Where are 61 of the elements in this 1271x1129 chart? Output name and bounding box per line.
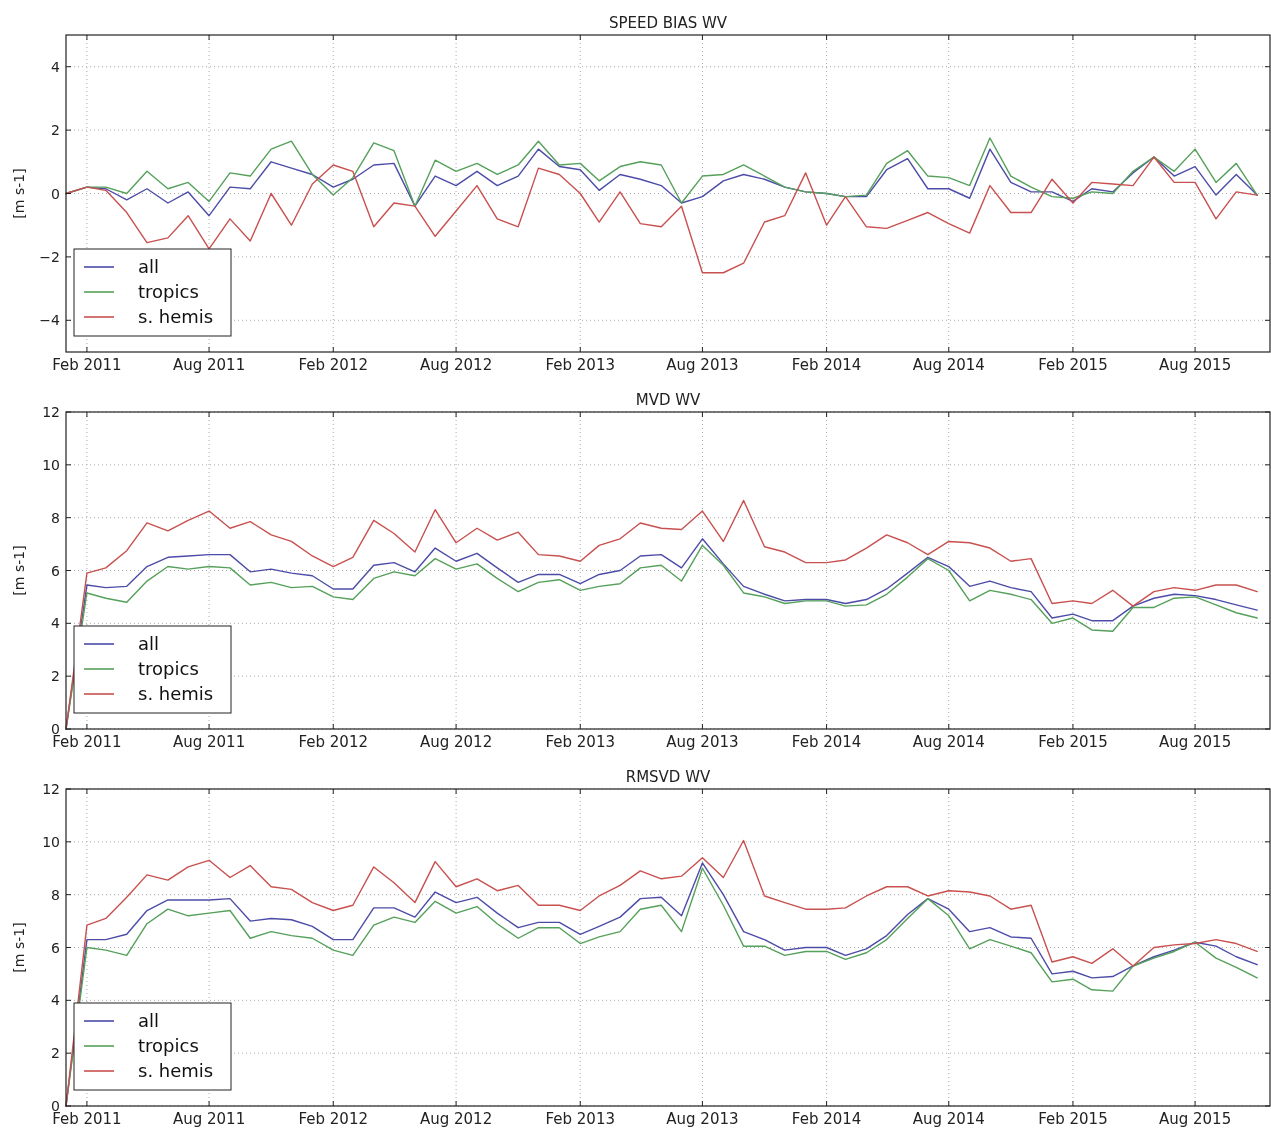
legend-label: tropics xyxy=(138,1035,199,1056)
x-tick-label: Aug 2013 xyxy=(666,733,739,751)
y-axis-title: [m s-1] xyxy=(11,168,27,219)
y-tick-label: 10 xyxy=(42,833,60,850)
x-tick-label: Aug 2015 xyxy=(1158,1110,1232,1128)
chart-title: RMSVD WV xyxy=(625,768,712,786)
y-tick-label: −2 xyxy=(39,248,60,265)
x-tick-label: Aug 2015 xyxy=(1158,356,1232,374)
legend-label: all xyxy=(138,1010,160,1031)
legend-label: s. hemis xyxy=(138,306,214,327)
y-tick-label: 12 xyxy=(42,781,60,797)
y-tick-label: 6 xyxy=(51,562,61,579)
y-axis-title: [m s-1] xyxy=(11,922,27,973)
x-tick-label: Feb 2015 xyxy=(1038,733,1108,751)
x-tick-label: Aug 2014 xyxy=(912,733,985,751)
legend-label: tropics xyxy=(138,281,199,302)
x-tick-label: Aug 2013 xyxy=(666,356,739,374)
x-tick-label: Feb 2014 xyxy=(791,733,862,751)
x-tick-label: Feb 2013 xyxy=(545,356,616,374)
x-tick-label: Aug 2011 xyxy=(172,733,246,751)
x-tick-label: Aug 2012 xyxy=(419,1110,493,1128)
x-tick-label: Aug 2012 xyxy=(419,356,493,374)
line-series xyxy=(65,156,1258,274)
x-tick-label: Aug 2011 xyxy=(172,1110,246,1128)
x-tick-label: Feb 2012 xyxy=(298,1110,369,1128)
y-tick-label: 8 xyxy=(51,509,60,526)
legend-label: all xyxy=(138,256,160,277)
y-tick-label: 2 xyxy=(51,1045,60,1062)
x-tick-label: Aug 2014 xyxy=(912,356,985,374)
x-tick-label: Aug 2011 xyxy=(172,356,246,374)
legend-label: all xyxy=(138,633,160,654)
y-axis-title: [m s-1] xyxy=(11,545,27,596)
y-tick-label: 0 xyxy=(51,185,60,202)
x-tick-label: Feb 2013 xyxy=(545,1110,616,1128)
x-tick-label: Aug 2012 xyxy=(419,733,493,751)
chart-title: MVD WV xyxy=(635,391,702,409)
legend-label: s. hemis xyxy=(138,683,214,704)
x-tick-label: Feb 2014 xyxy=(791,1110,862,1128)
y-tick-label: 6 xyxy=(51,939,61,956)
x-tick-label: Aug 2013 xyxy=(666,1110,739,1128)
chart-title: SPEED BIAS WV xyxy=(608,14,728,32)
x-tick-label: Feb 2015 xyxy=(1038,356,1108,374)
y-tick-label: 10 xyxy=(42,456,60,473)
x-tick-label: Feb 2012 xyxy=(298,733,369,751)
y-tick-label: 8 xyxy=(51,886,60,903)
x-tick-label: Aug 2015 xyxy=(1158,733,1232,751)
legend-label: s. hemis xyxy=(138,1060,214,1081)
y-tick-label: 4 xyxy=(51,992,61,1009)
x-tick-label: Feb 2014 xyxy=(791,356,862,374)
x-tick-label: Aug 2014 xyxy=(912,1110,985,1128)
x-tick-label: Feb 2012 xyxy=(298,356,369,374)
y-tick-label: 2 xyxy=(51,122,60,139)
y-tick-label: 4 xyxy=(51,58,61,75)
x-tick-label: Feb 2013 xyxy=(545,733,616,751)
y-tick-label: 2 xyxy=(51,668,60,685)
y-tick-label: 12 xyxy=(42,404,60,420)
x-tick-label: Feb 2015 xyxy=(1038,1110,1108,1128)
legend-label: tropics xyxy=(138,658,199,679)
y-tick-label: −4 xyxy=(39,312,61,329)
x-tick-label: Feb 2011 xyxy=(52,356,122,374)
y-tick-label: 4 xyxy=(51,615,61,632)
